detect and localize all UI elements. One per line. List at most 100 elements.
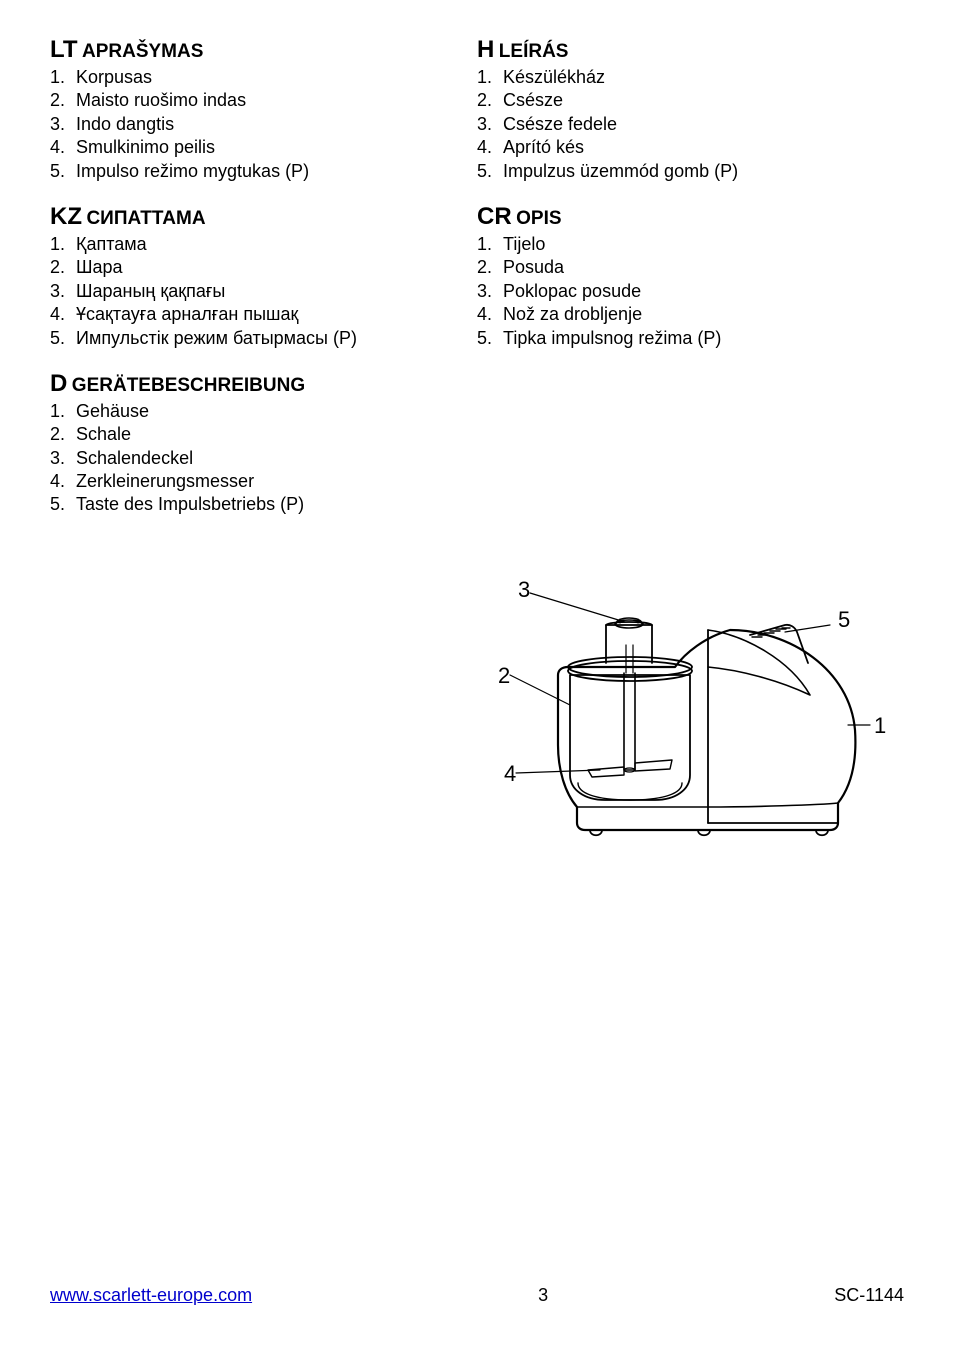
- list-item: 5.Tipka impulsnog režima (P): [477, 327, 904, 350]
- callout-3: 3: [518, 577, 530, 602]
- lang-code: CR: [477, 203, 512, 230]
- item-number: 3.: [50, 113, 76, 136]
- section-title-h: H LEÍRÁS: [477, 36, 904, 64]
- lang-code: H: [477, 36, 494, 63]
- item-text: Импульстік режим батырмасы (Р): [76, 327, 357, 350]
- item-number: 5.: [50, 160, 76, 183]
- list-item: 4.Aprító kés: [477, 136, 904, 159]
- lang-code: LT: [50, 36, 78, 63]
- item-text: Nož za drobljenje: [503, 303, 642, 326]
- item-number: 2.: [50, 423, 76, 446]
- item-text: Gehäuse: [76, 400, 149, 423]
- list-item: 5.Taste des Impulsbetriebs (P): [50, 493, 477, 516]
- list-item: 2.Шара: [50, 256, 477, 279]
- product-diagram: 3 2 4 5 1: [490, 575, 890, 865]
- item-text: Шара: [76, 256, 123, 279]
- item-text: Indo dangtis: [76, 113, 174, 136]
- item-number: 3.: [50, 447, 76, 470]
- section-d: D GERÄTEBESCHREIBUNG 1.Gehäuse 2.Schale …: [50, 370, 477, 517]
- item-number: 1.: [50, 400, 76, 423]
- item-number: 4.: [50, 303, 76, 326]
- item-list-cr: 1.Tijelo 2.Posuda 3.Poklopac posude 4.No…: [477, 233, 904, 350]
- item-text: Impulso režimo mygtukas (P): [76, 160, 309, 183]
- list-item: 5.Импульстік режим батырмасы (Р): [50, 327, 477, 350]
- item-number: 5.: [50, 327, 76, 350]
- page-footer: www.scarlett-europe.com 3 SC-1144: [50, 1285, 904, 1306]
- item-number: 3.: [477, 280, 503, 303]
- section-cr: CR OPIS 1.Tijelo 2.Posuda 3.Poklopac pos…: [477, 203, 904, 350]
- item-text: Csésze fedele: [503, 113, 617, 136]
- list-item: 1.Korpusas: [50, 66, 477, 89]
- callout-5: 5: [838, 607, 850, 632]
- item-text: Korpusas: [76, 66, 152, 89]
- item-text: Csésze: [503, 89, 563, 112]
- item-number: 1.: [477, 66, 503, 89]
- item-text: Tijelo: [503, 233, 545, 256]
- item-list-d: 1.Gehäuse 2.Schale 3.Schalendeckel 4.Zer…: [50, 400, 477, 517]
- list-item: 1.Қаптама: [50, 233, 477, 256]
- item-text: Poklopac posude: [503, 280, 641, 303]
- item-number: 2.: [50, 89, 76, 112]
- item-text: Schale: [76, 423, 131, 446]
- item-list-h: 1.Készülékház 2.Csésze 3.Csésze fedele 4…: [477, 66, 904, 183]
- section-label: OPIS: [516, 208, 561, 229]
- item-number: 1.: [50, 66, 76, 89]
- item-text: Schalendeckel: [76, 447, 193, 470]
- list-item: 4.Nož za drobljenje: [477, 303, 904, 326]
- item-number: 3.: [50, 280, 76, 303]
- list-item: 2.Csésze: [477, 89, 904, 112]
- list-item: 2.Maisto ruošimo indas: [50, 89, 477, 112]
- section-title-kz: KZ СИПАТТАМА: [50, 203, 477, 231]
- item-text: Ұсақтауға арналған пышақ: [76, 303, 298, 326]
- item-text: Aprító kés: [503, 136, 584, 159]
- chopper-illustration: 3 2 4 5 1: [490, 575, 890, 865]
- list-item: 3.Indo dangtis: [50, 113, 477, 136]
- item-number: 4.: [477, 136, 503, 159]
- section-kz: KZ СИПАТТАМА 1.Қаптама 2.Шара 3.Шараның …: [50, 203, 477, 350]
- item-text: Шараның қақпағы: [76, 280, 225, 303]
- item-number: 5.: [477, 160, 503, 183]
- footer-model-number: SC-1144: [834, 1285, 904, 1306]
- item-number: 2.: [477, 256, 503, 279]
- section-label: APRAŠYMAS: [82, 41, 203, 62]
- section-title-d: D GERÄTEBESCHREIBUNG: [50, 370, 477, 398]
- item-list-kz: 1.Қаптама 2.Шара 3.Шараның қақпағы 4.Ұса…: [50, 233, 477, 350]
- list-item: 1.Tijelo: [477, 233, 904, 256]
- item-text: Smulkinimo peilis: [76, 136, 215, 159]
- list-item: 4.Smulkinimo peilis: [50, 136, 477, 159]
- item-number: 4.: [50, 136, 76, 159]
- section-title-lt: LT APRAŠYMAS: [50, 36, 477, 64]
- lang-code: KZ: [50, 203, 82, 230]
- list-item: 3.Schalendeckel: [50, 447, 477, 470]
- list-item: 5.Impulso režimo mygtukas (P): [50, 160, 477, 183]
- list-item: 5.Impulzus üzemmód gomb (P): [477, 160, 904, 183]
- list-item: 3.Csésze fedele: [477, 113, 904, 136]
- item-text: Taste des Impulsbetriebs (P): [76, 493, 304, 516]
- footer-page-number: 3: [538, 1285, 548, 1306]
- list-item: 1.Készülékház: [477, 66, 904, 89]
- item-number: 3.: [477, 113, 503, 136]
- item-text: Készülékház: [503, 66, 605, 89]
- section-h: H LEÍRÁS 1.Készülékház 2.Csésze 3.Csésze…: [477, 36, 904, 183]
- item-text: Posuda: [503, 256, 564, 279]
- callout-1: 1: [874, 713, 886, 738]
- list-item: 3.Шараның қақпағы: [50, 280, 477, 303]
- item-text: Maisto ruošimo indas: [76, 89, 246, 112]
- section-title-cr: CR OPIS: [477, 203, 904, 231]
- item-list-lt: 1.Korpusas 2.Maisto ruošimo indas 3.Indo…: [50, 66, 477, 183]
- item-text: Tipka impulsnog režima (P): [503, 327, 721, 350]
- item-number: 2.: [50, 256, 76, 279]
- column-left: LT APRAŠYMAS 1.Korpusas 2.Maisto ruošimo…: [50, 36, 477, 537]
- callout-4: 4: [504, 761, 516, 786]
- list-item: 4.Zerkleinerungsmesser: [50, 470, 477, 493]
- content-columns: LT APRAŠYMAS 1.Korpusas 2.Maisto ruošimo…: [50, 36, 904, 537]
- list-item: 4.Ұсақтауға арналған пышақ: [50, 303, 477, 326]
- lang-code: D: [50, 370, 67, 397]
- list-item: 2.Posuda: [477, 256, 904, 279]
- item-text: Қаптама: [76, 233, 147, 256]
- item-number: 4.: [50, 470, 76, 493]
- footer-url-link[interactable]: www.scarlett-europe.com: [50, 1285, 252, 1306]
- item-number: 5.: [477, 327, 503, 350]
- list-item: 3.Poklopac posude: [477, 280, 904, 303]
- item-number: 4.: [477, 303, 503, 326]
